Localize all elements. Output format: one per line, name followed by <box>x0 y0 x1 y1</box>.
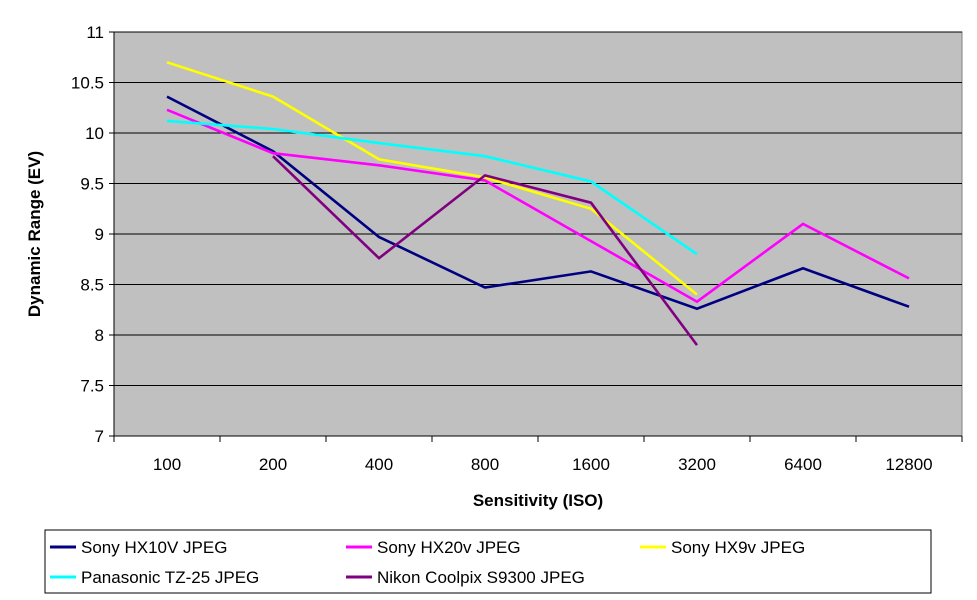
series-line-5 <box>272 155 699 346</box>
y-tick-label: 9.5 <box>80 175 104 194</box>
legend-label: Sony HX20v JPEG <box>377 538 521 557</box>
x-tick-label: 6400 <box>784 455 822 474</box>
legend-label: Sony HX9v JPEG <box>671 538 805 557</box>
y-tick-label: 7 <box>95 427 104 446</box>
x-tick-label: 100 <box>153 455 181 474</box>
legend-label: Sony HX10V JPEG <box>81 538 227 557</box>
y-axis-title: Dynamic Range (EV) <box>25 151 44 317</box>
y-tick-label: 11 <box>86 23 104 42</box>
y-tick-label: 9 <box>95 225 104 244</box>
y-tick-label: 10.5 <box>71 74 104 93</box>
y-tick-label: 8.5 <box>80 276 104 295</box>
x-tick-label: 400 <box>365 455 393 474</box>
series-line-3 <box>166 61 698 296</box>
series-line-1 <box>166 95 910 311</box>
series-lines <box>166 61 910 346</box>
series-line-4 <box>166 119 698 256</box>
x-tick-label: 12800 <box>885 455 932 474</box>
y-tick-label: 8 <box>95 326 104 345</box>
legend-label: Nikon Coolpix S9300 JPEG <box>377 568 585 587</box>
legend-label: Panasonic TZ-25 JPEG <box>81 568 259 587</box>
x-axis-ticks: 100 200 400 800 1600 3200 6400 12800 <box>113 436 963 474</box>
x-tick-label: 200 <box>259 455 287 474</box>
x-tick-label: 800 <box>471 455 499 474</box>
y-tick-label: 7.5 <box>80 377 104 396</box>
legend: Sony HX10V JPEG Sony HX20v JPEG Sony HX9v … <box>50 538 805 587</box>
x-axis-title: Sensitivity (ISO) <box>473 491 603 510</box>
x-tick-label: 1600 <box>572 455 610 474</box>
legend-box <box>44 529 932 594</box>
y-tick-label: 10 <box>85 124 104 143</box>
series-line-2 <box>166 108 910 304</box>
x-tick-label: 3200 <box>678 455 716 474</box>
y-axis-ticks: 7 7.5 8 8.5 9 9.5 10 10.5 11 <box>71 23 114 446</box>
